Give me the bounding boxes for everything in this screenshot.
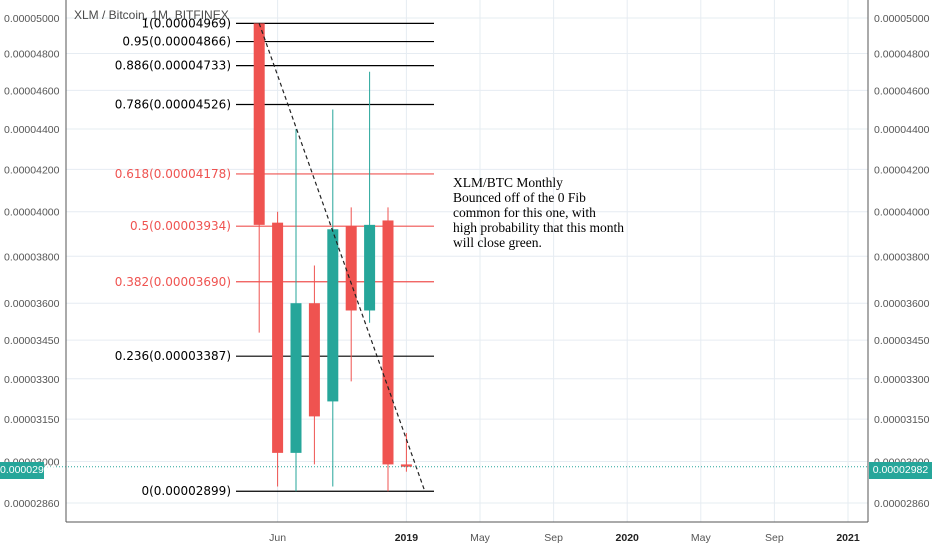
y-tick-label-right: 0.00004200 [874, 164, 930, 176]
candles [253, 23, 412, 492]
annotation-note[interactable]: XLM/BTC Monthly Bounced off of the 0 Fib… [453, 175, 653, 250]
y-tick-label-left: 0.00004400 [4, 124, 60, 136]
fib-level-label: 0.95(0.00004866) [122, 35, 231, 49]
x-tick-label: 2021 [836, 532, 860, 544]
candle-body [272, 222, 284, 453]
y-tick-label-right: 0.00004800 [874, 48, 930, 60]
y-tick-label-left: 0.00003600 [4, 298, 60, 310]
y-tick-label-right: 0.00003600 [874, 298, 930, 310]
x-tick-label: 2020 [616, 532, 640, 544]
trendline-dashed [258, 23, 426, 492]
grid [66, 0, 868, 522]
x-tick-label: Sep [765, 532, 784, 544]
y-tick-label-left: 0.00004000 [4, 207, 60, 219]
y-tick-label-right: 0.00004400 [874, 124, 930, 136]
y-tick-label-right: 0.00004000 [874, 207, 930, 219]
last-price-label-left: 0.00002982 [0, 462, 55, 479]
y-tick-label-right: 0.00003150 [874, 414, 930, 426]
note-line: XLM/BTC Monthly [453, 175, 563, 190]
candle-body [400, 464, 412, 467]
y-tick-label-left: 0.00003150 [4, 414, 60, 426]
candle-body [327, 229, 339, 402]
fib-level-label: 0.5(0.00003934) [130, 219, 231, 233]
note-line: will close green. [453, 235, 542, 250]
candle-body [364, 224, 376, 311]
y-tick-label-right: 0.00003300 [874, 374, 930, 386]
fib-retracement[interactable]: 1(0.00004969) 0.95(0.00004866) 0.886(0.000… [115, 16, 434, 498]
y-tick-label-left: 0.00005000 [4, 13, 60, 25]
y-tick-label-right: 0.00003800 [874, 251, 930, 263]
fib-level-label: 0.382(0.00003690) [115, 275, 231, 289]
fib-level-label: 0.618(0.00004178) [115, 167, 231, 181]
y-tick-label-right: 0.00005000 [874, 13, 930, 25]
candle-body [308, 303, 320, 417]
fib-level-label: 1(0.00004969) [141, 16, 231, 30]
fib-level-label: 0.786(0.00004526) [115, 97, 231, 111]
note-line: high probability that this month [453, 220, 624, 235]
x-tick-label: 2019 [395, 532, 419, 544]
trendline[interactable] [44, 23, 869, 492]
note-line: Bounced off of the 0 Fib [453, 190, 586, 205]
note-line: common for this one, with [453, 205, 596, 220]
candle-body [290, 303, 302, 453]
candle-body [253, 23, 265, 225]
fib-level-label: 0(0.00002899) [141, 484, 231, 498]
x-tick-label: Sep [544, 532, 563, 544]
y-tick-label-left: 0.00004600 [4, 85, 60, 97]
last-price-label-right: 0.00002982 [869, 462, 932, 479]
y-tick-label-left: 0.00003300 [4, 374, 60, 386]
x-tick-label: May [691, 532, 712, 544]
y-tick-label-left: 0.00004200 [4, 164, 60, 176]
y-tick-label-left: 0.00002860 [4, 498, 60, 510]
fib-level-label: 0.886(0.00004733) [115, 59, 231, 73]
y-tick-label-right: 0.00002860 [874, 498, 930, 510]
y-tick-label-left: 0.00003800 [4, 251, 60, 263]
y-tick-label-left: 0.00003450 [4, 335, 60, 347]
symbol-title[interactable]: XLM / Bitcoin, 1M, BITFINEX [74, 8, 229, 22]
axes: 0.000028600.000028600.000030000.00003000… [4, 0, 930, 544]
y-tick-label-left: 0.00004800 [4, 48, 60, 60]
candle-body [345, 225, 357, 311]
fib-level-label: 0.236(0.00003387) [115, 349, 231, 363]
candle-body [382, 220, 394, 465]
x-tick-label: May [470, 532, 491, 544]
x-tick-label: Jun [269, 532, 286, 544]
y-tick-label-right: 0.00004600 [874, 85, 930, 97]
y-tick-label-right: 0.00003450 [874, 335, 930, 347]
